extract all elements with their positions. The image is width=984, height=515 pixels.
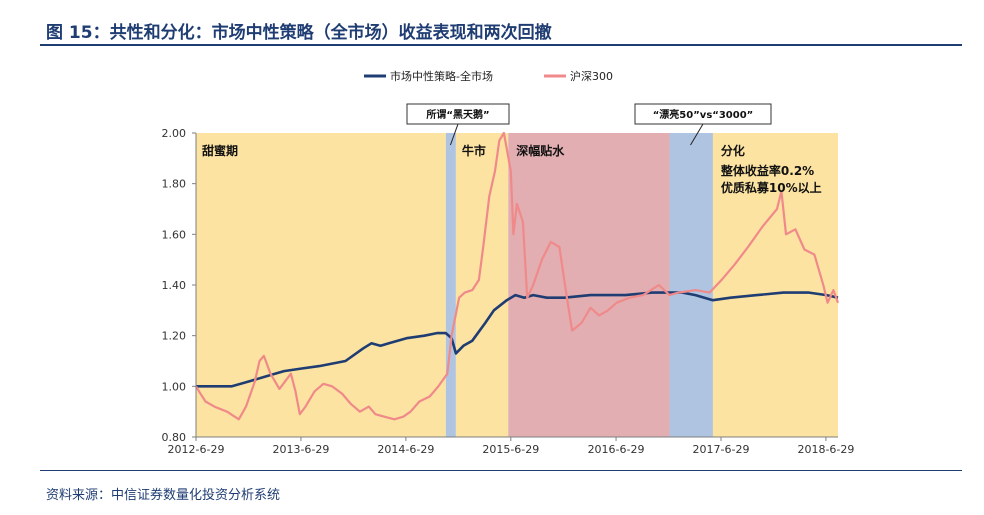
callout-text: 所谓“黑天鹅”	[426, 108, 489, 121]
series-lines	[195, 131, 840, 421]
callout-box	[406, 103, 510, 125]
x-tick-label: 2017-6-29	[693, 443, 750, 456]
series-line	[196, 291, 839, 388]
phase-band	[669, 133, 713, 437]
phase-note: 优质私募10%以上	[721, 180, 822, 195]
phase-label: 深幅贴水	[516, 143, 565, 158]
y-tick-label: 1.60	[162, 228, 187, 241]
y-tick-label: 1.00	[162, 380, 187, 393]
legend-label: 市场中性策略-全市场	[390, 69, 493, 83]
y-tick-label: 2.00	[162, 127, 187, 140]
x-tick-label: 2012-6-29	[168, 443, 225, 456]
source-rule	[40, 470, 962, 471]
axes: 0.80 1.00 1.20 1.40 1.60 1.80 2.00 2012-6-29 201…	[162, 127, 855, 456]
x-tick-label: 2013-6-29	[272, 443, 329, 456]
chart: 0.80 1.00 1.20 1.40 1.60 1.80 2.00 2012-6-29 201…	[162, 69, 855, 456]
phase-label: 甜蜜期	[202, 143, 238, 158]
phase-band	[508, 133, 670, 437]
x-tick-label: 2016-6-29	[588, 443, 645, 456]
x-tick-label: 2014-6-29	[377, 443, 434, 456]
phase-band	[712, 133, 838, 437]
callout-text: “漂亮50”vs“3000”	[653, 108, 754, 121]
callout-leader	[690, 123, 704, 146]
phase-label: 分化	[721, 143, 745, 158]
y-tick-label: 1.40	[162, 279, 187, 292]
callout-leader	[449, 123, 459, 146]
legend: 市场中性策略-全市场 沪深300	[364, 69, 613, 83]
y-tick-label: 1.80	[162, 178, 187, 191]
x-tick-label: 2015-6-29	[482, 443, 539, 456]
y-tick-label: 0.80	[162, 431, 187, 444]
y-tick-label: 1.20	[162, 330, 187, 343]
phase-band	[445, 133, 456, 437]
legend-label: 沪深300	[570, 69, 613, 83]
x-tick-label: 2018-6-29	[797, 443, 854, 456]
series-line	[195, 131, 840, 421]
phase-band	[455, 133, 509, 437]
figure-title: 图 15：共性和分化：市场中性策略（全市场）收益表现和两次回撤	[46, 23, 552, 43]
phase-label: 牛市	[462, 143, 486, 158]
phase-band	[196, 133, 446, 437]
callout-box	[634, 103, 772, 125]
source-note: 资料来源：中信证券数量化投资分析系统	[46, 488, 281, 503]
title-rule	[40, 44, 962, 46]
phase-bands	[196, 133, 838, 437]
phase-note: 整体收益率0.2%	[720, 163, 814, 178]
